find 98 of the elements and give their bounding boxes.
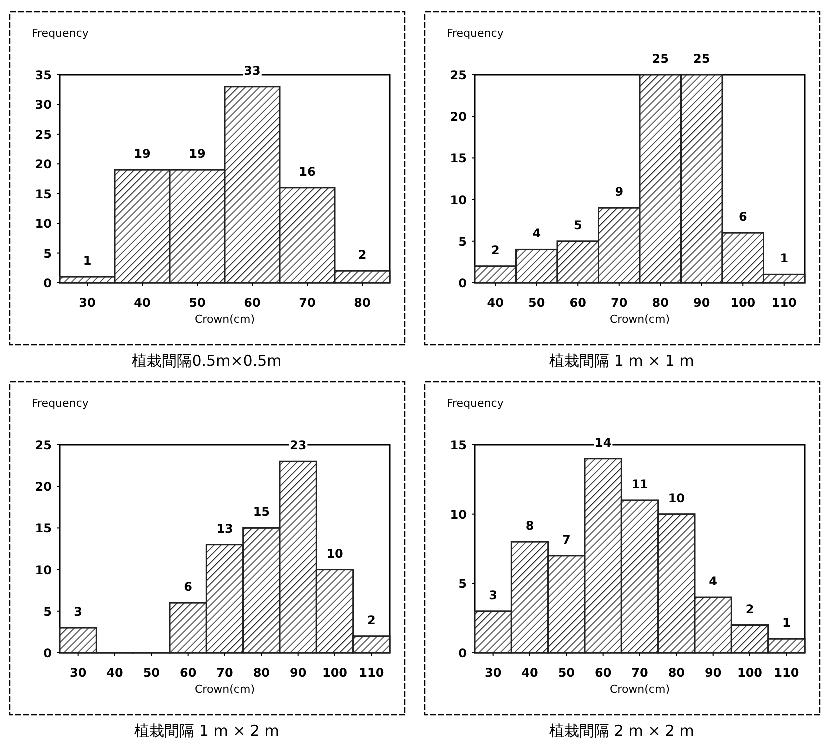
data-label: 2 bbox=[491, 243, 500, 258]
x-tick-label: 110 bbox=[359, 666, 384, 680]
data-label: 25 bbox=[652, 52, 669, 66]
x-tick-label: 60 bbox=[244, 296, 261, 310]
y-tick-label: 25 bbox=[450, 68, 467, 82]
y-tick-label: 0 bbox=[458, 646, 467, 660]
x-tick-label: 90 bbox=[290, 666, 307, 680]
y-axis-title: Frequency bbox=[447, 397, 504, 410]
x-tick-label: 110 bbox=[772, 296, 797, 310]
text: 植栽間隔 2 m × 2 m bbox=[550, 722, 694, 740]
y-tick-label: 20 bbox=[450, 110, 467, 124]
y-tick-label: 0 bbox=[44, 646, 52, 660]
x-tick-label: 60 bbox=[180, 666, 197, 680]
y-tick-label: 30 bbox=[35, 98, 52, 112]
data-label: 10 bbox=[326, 546, 344, 561]
x-tick-label: 40 bbox=[522, 666, 538, 680]
y-tick-label: 10 bbox=[35, 563, 52, 578]
data-label: 10 bbox=[668, 491, 686, 506]
y-axis-title: Frequency bbox=[32, 27, 90, 40]
x-tick-label: 40 bbox=[106, 666, 124, 680]
data-label: 4 bbox=[532, 226, 542, 241]
x-tick-label: 50 bbox=[558, 666, 576, 680]
data-label: 5 bbox=[574, 218, 582, 232]
text: 植栽間隔 1 m × 1 m bbox=[550, 352, 694, 370]
data-label: 1 bbox=[780, 252, 789, 266]
x-axis-title: Crown(cm) bbox=[610, 683, 670, 696]
x-tick-label: 30 bbox=[484, 666, 502, 680]
y-tick-label: 10 bbox=[450, 508, 467, 522]
data-label: 4 bbox=[709, 574, 718, 589]
data-label: 6 bbox=[184, 580, 193, 594]
y-tick-label: 5 bbox=[44, 246, 52, 261]
x-tick-label: 100 bbox=[730, 296, 756, 310]
x-tick-label: 50 bbox=[143, 666, 160, 680]
x-tick-label: 50 bbox=[189, 296, 206, 310]
y-tick-label: 10 bbox=[35, 217, 52, 232]
x-tick-label: 40 bbox=[134, 296, 151, 310]
x-tick-label: 70 bbox=[299, 296, 316, 310]
x-tick-label: 80 bbox=[652, 296, 669, 310]
x-tick-label: 60 bbox=[594, 666, 612, 680]
x-axis-title: Crown(cm) bbox=[194, 683, 256, 696]
y-tick-label: 10 bbox=[450, 193, 467, 208]
y-tick-label: 15 bbox=[450, 152, 467, 166]
data-label: 7 bbox=[562, 532, 571, 547]
x-tick-label: 40 bbox=[487, 296, 504, 310]
y-tick-label: 20 bbox=[35, 480, 52, 494]
y-axis-title: Frequency bbox=[447, 27, 504, 40]
x-tick-label: 60 bbox=[570, 296, 586, 310]
data-label: 13 bbox=[216, 522, 234, 536]
x-tick-label: 70 bbox=[216, 666, 234, 680]
text: 植栽間隔0.5m×0.5m bbox=[132, 352, 282, 370]
x-tick-label: 80 bbox=[253, 666, 270, 680]
data-label: 8 bbox=[526, 519, 534, 534]
y-tick-label: 5 bbox=[458, 577, 467, 592]
y-tick-label: 5 bbox=[44, 604, 52, 619]
x-tick-label: 90 bbox=[694, 296, 710, 310]
y-tick-label: 5 bbox=[458, 234, 467, 249]
data-label: 1 bbox=[83, 254, 92, 268]
data-label: 3 bbox=[489, 588, 498, 602]
text: 植栽間隔 1 m × 2 m bbox=[134, 722, 280, 740]
x-tick-label: 30 bbox=[79, 296, 96, 310]
data-label: 15 bbox=[253, 505, 270, 520]
data-label: 16 bbox=[299, 164, 316, 179]
data-label: 3 bbox=[74, 605, 83, 620]
data-label: 2 bbox=[358, 248, 367, 262]
x-tick-label: 30 bbox=[70, 666, 87, 680]
x-tick-label: 80 bbox=[354, 296, 371, 310]
y-tick-label: 25 bbox=[35, 438, 52, 452]
data-label: 2 bbox=[367, 613, 376, 628]
data-label: 23 bbox=[290, 438, 307, 453]
x-axis-title: Crown(cm) bbox=[610, 313, 670, 326]
x-tick-label: 90 bbox=[704, 666, 722, 680]
data-label: 33 bbox=[244, 64, 261, 78]
x-tick-label: 70 bbox=[632, 666, 648, 680]
y-axis-title: Frequency bbox=[32, 397, 90, 410]
data-label: 6 bbox=[738, 210, 748, 224]
y-tick-label: 0 bbox=[458, 276, 467, 290]
x-axis-title: Crown(cm) bbox=[194, 313, 256, 326]
y-tick-label: 0 bbox=[44, 276, 52, 290]
data-label: 25 bbox=[694, 52, 710, 66]
x-tick-label: 50 bbox=[528, 296, 546, 310]
y-tick-label: 15 bbox=[35, 522, 52, 536]
data-label: 14 bbox=[594, 436, 612, 450]
data-label: 19 bbox=[189, 147, 206, 162]
data-label: 19 bbox=[134, 147, 151, 162]
x-tick-label: 110 bbox=[774, 666, 800, 680]
y-tick-label: 25 bbox=[35, 128, 52, 142]
data-label: 11 bbox=[632, 477, 648, 492]
data-label: 9 bbox=[615, 185, 624, 200]
y-tick-label: 35 bbox=[35, 68, 52, 82]
x-tick-label: 70 bbox=[611, 296, 628, 310]
data-label: 2 bbox=[746, 602, 754, 616]
x-tick-label: 100 bbox=[322, 666, 348, 680]
x-tick-label: 80 bbox=[668, 666, 686, 680]
y-tick-label: 15 bbox=[450, 438, 467, 452]
x-tick-label: 100 bbox=[737, 666, 763, 680]
y-tick-label: 20 bbox=[35, 158, 52, 172]
data-label: 1 bbox=[782, 616, 791, 630]
y-tick-label: 15 bbox=[35, 187, 52, 202]
